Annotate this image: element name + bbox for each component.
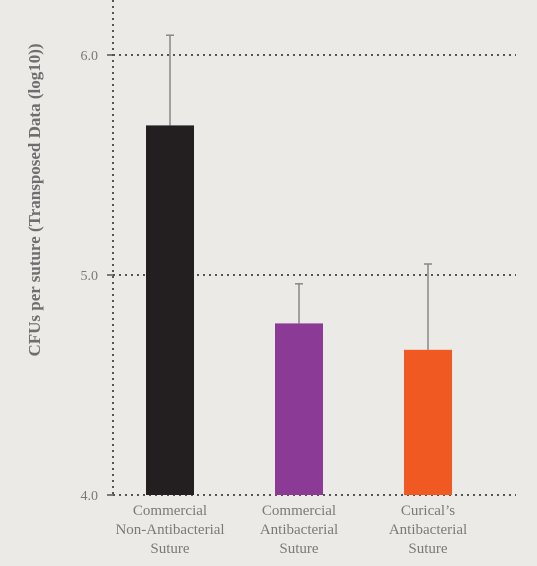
category-label-line: Antibacterial (260, 522, 338, 538)
y-axis-label: CFUs per suture (Transposed Data (log10)… (25, 43, 44, 356)
bar-3 (404, 349, 452, 495)
category-label-2: Commercial Antibacterial Suture (260, 503, 338, 557)
category-label-line: Suture (279, 541, 319, 557)
bar-2 (275, 323, 323, 495)
category-label-3: Curical’s Antibacterial Suture (389, 503, 467, 557)
bar-1 (146, 125, 194, 496)
category-label-line: Suture (408, 541, 448, 557)
category-label-line: Commercial (262, 503, 336, 519)
category-label-line: Antibacterial (389, 522, 467, 538)
category-label-line: Non-Antibacterial (115, 522, 224, 538)
category-label-line: Curical’s (401, 503, 455, 519)
y-tick-label: 4.0 (81, 489, 99, 504)
bars (146, 125, 452, 496)
y-tick-label: 6.0 (81, 49, 99, 64)
y-tick-labels: 4.0 5.0 6.0 (81, 49, 99, 504)
category-label-line: Commercial (133, 503, 207, 519)
y-tick-label: 5.0 (81, 269, 99, 284)
error-bars (166, 34, 432, 350)
x-category-labels: Commercial Non-Antibacterial SutureCommerc… (115, 503, 467, 557)
category-label-1: Commercial Non-Antibacterial Suture (115, 503, 224, 557)
category-label-line: Suture (150, 541, 190, 557)
axes (107, 0, 114, 497)
